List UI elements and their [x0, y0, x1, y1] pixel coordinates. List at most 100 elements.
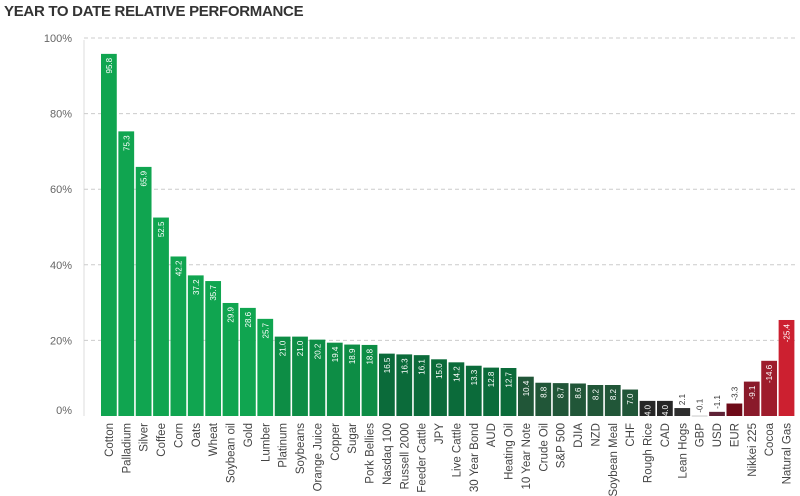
data-label: 18.8 [366, 348, 375, 364]
bar [413, 355, 430, 416]
x-tick-label: Oats [191, 423, 203, 448]
data-label: 14.2 [452, 366, 461, 382]
bar [257, 318, 274, 416]
bar [170, 256, 187, 416]
x-tick-label: Palladium [121, 423, 133, 474]
data-label: 8.6 [574, 387, 583, 399]
data-label: 21.0 [296, 340, 305, 356]
x-tick-label: Cotton [104, 423, 116, 457]
data-label: 16.3 [400, 358, 409, 374]
data-label: 8.2 [609, 388, 618, 400]
x-tick-label: Silver [139, 423, 151, 452]
y-tick-label: 100% [44, 33, 72, 45]
data-label: 28.6 [244, 311, 253, 327]
x-tick-label: AUD [486, 423, 498, 447]
x-tick-label: Russell 2000 [399, 423, 411, 489]
bar [240, 307, 256, 416]
bar [274, 336, 291, 416]
data-label: -3.3 [730, 386, 739, 400]
data-label: -9.1 [748, 385, 757, 399]
bar [778, 319, 795, 416]
bar [326, 342, 343, 416]
x-tick-label: Nikkei 225 [747, 423, 759, 477]
data-label: 7.0 [626, 393, 635, 405]
bar [552, 383, 569, 416]
data-label: -25.4 [783, 323, 792, 342]
x-tick-label: Rough Rice [643, 423, 655, 483]
bar [570, 383, 586, 416]
chart-title: YEAR TO DATE RELATIVE PERFORMANCE [4, 3, 304, 20]
x-tick-label: NZD [590, 423, 602, 447]
data-label: 10.4 [522, 380, 531, 396]
data-label: 20.2 [313, 343, 322, 359]
bar [500, 367, 517, 416]
x-tick-label: JPY [434, 423, 446, 444]
bar [153, 217, 169, 416]
bar [726, 403, 743, 416]
bar [535, 382, 552, 416]
data-label: 16.5 [383, 357, 392, 373]
x-tick-label: EUR [729, 423, 741, 447]
bar [379, 353, 395, 416]
bar [657, 400, 673, 416]
bar [431, 359, 447, 416]
bar [674, 408, 691, 416]
data-label: 8.2 [591, 388, 600, 400]
y-tick-label: 80% [50, 109, 72, 121]
x-tick-label: Lumber [260, 423, 272, 462]
data-label: 12.8 [487, 371, 496, 387]
bar [135, 166, 152, 416]
y-tick-label: 0% [56, 405, 72, 417]
data-label: -14.6 [765, 364, 774, 383]
data-label: 25.7 [261, 322, 270, 338]
x-tick-label: Corn [173, 423, 185, 448]
x-tick-label: GBP [695, 423, 707, 448]
data-label: 29.9 [227, 306, 236, 322]
data-label: 21.0 [279, 340, 288, 356]
x-tick-label: Crude Oil [538, 423, 550, 472]
bar [465, 365, 482, 416]
x-tick-label: Wheat [208, 422, 220, 456]
bar [361, 344, 378, 416]
x-tick-label: Heating Oil [504, 423, 516, 480]
data-label: 16.1 [418, 359, 427, 375]
data-label: 19.4 [331, 346, 340, 362]
data-label: 8.7 [557, 387, 566, 399]
x-tick-label: Soybeans [295, 423, 307, 474]
bar [761, 360, 778, 416]
x-tick-label: Platinum [278, 423, 290, 468]
bar [639, 400, 656, 416]
data-label: 65.9 [140, 170, 149, 186]
y-tick-label: 20% [50, 335, 72, 347]
x-tick-label: Gold [243, 423, 255, 447]
bar [101, 53, 117, 416]
bar [709, 411, 725, 416]
x-tick-label: Cocoa [764, 422, 776, 456]
x-tick-label: Sugar [347, 423, 359, 454]
y-tick-label: 40% [50, 260, 72, 272]
data-label: 8.8 [539, 386, 548, 398]
x-tick-label: Pork Bellies [365, 423, 377, 484]
y-tick-label: 60% [50, 184, 72, 196]
bar [743, 381, 760, 416]
bar [622, 389, 639, 416]
bar [396, 354, 413, 416]
x-tick-label: DJIA [573, 423, 585, 448]
bar [118, 131, 135, 416]
data-label: -0.1 [696, 398, 705, 412]
data-label: 52.5 [157, 221, 166, 237]
data-label: 75.3 [122, 135, 131, 151]
x-tick-label: Soybean Meal [608, 423, 620, 496]
x-tick-label: Nasdaq 100 [382, 423, 394, 485]
x-tick-label: Natural Gas [782, 423, 794, 485]
x-tick-label: USD [712, 423, 724, 447]
data-label: 2.1 [678, 393, 687, 405]
bar [187, 275, 204, 416]
x-tick-label: CAD [660, 423, 672, 447]
x-tick-label: CHF [625, 423, 637, 447]
bar [344, 344, 361, 416]
x-tick-label: Copper [330, 423, 342, 461]
bar [309, 339, 326, 416]
data-label: 95.8 [105, 57, 114, 73]
